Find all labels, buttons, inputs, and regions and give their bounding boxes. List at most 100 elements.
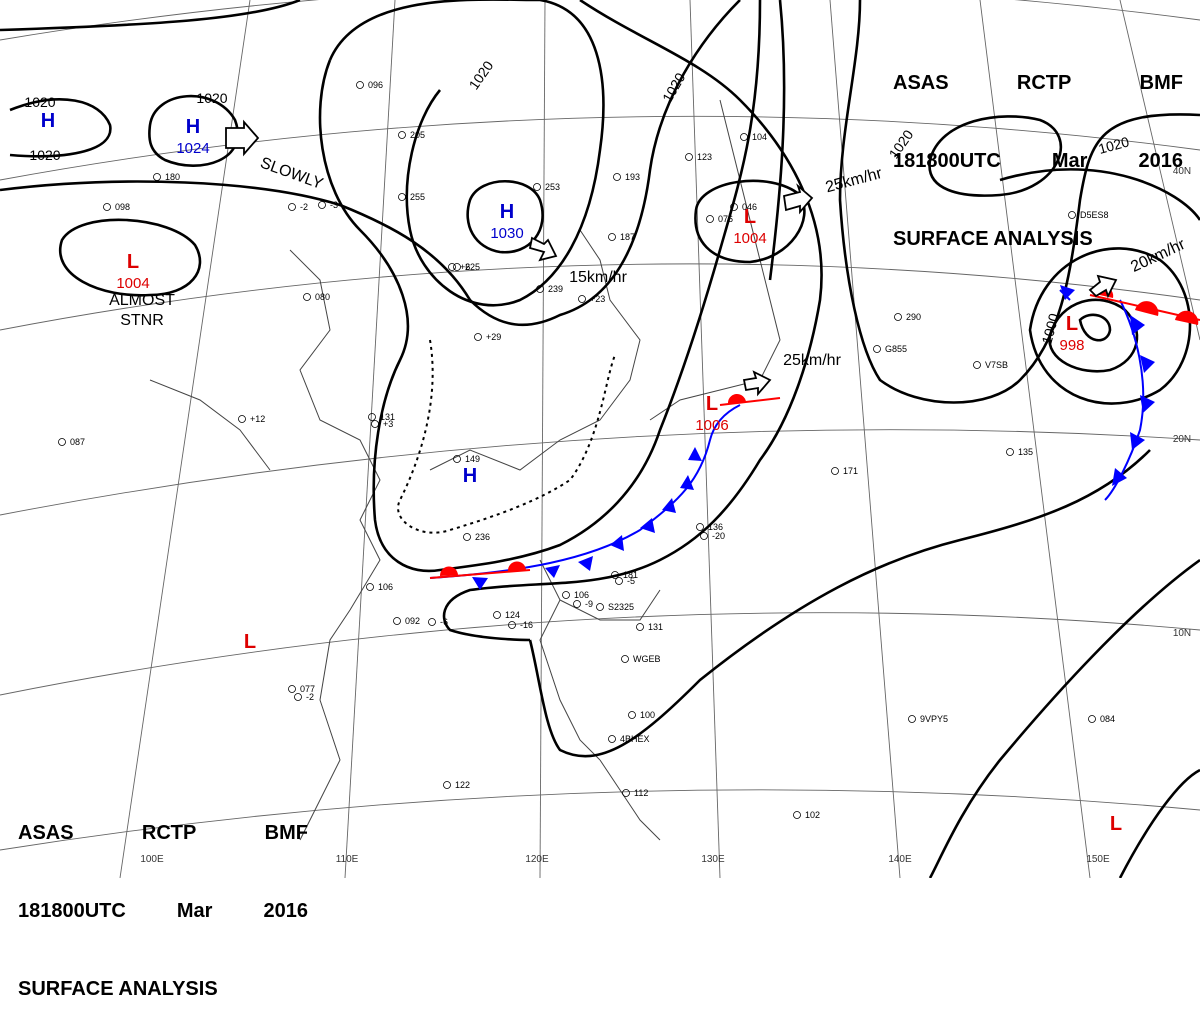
station-circle-icon: [740, 133, 748, 141]
station-value: 181: [623, 570, 638, 580]
header-bottom-left: ASAS RCTP BMF 181800UTC Mar 2016 SURFACE…: [18, 768, 308, 1028]
longitude-label: 100E: [140, 854, 164, 865]
station-value: 077: [300, 684, 315, 694]
station-circle-icon: [1088, 715, 1096, 723]
station-circle-icon: [613, 173, 621, 181]
station-value: 098: [115, 202, 130, 212]
station-value: -9: [585, 599, 593, 609]
station-value: 131: [648, 622, 663, 632]
motion-label: STNR: [120, 312, 164, 329]
station-value: 255: [410, 192, 425, 202]
station-circle-icon: [873, 345, 881, 353]
isobar-label: 1020: [29, 147, 60, 163]
station-circle-icon: [508, 621, 516, 629]
footer-row1-b: RCTP: [141, 822, 197, 844]
station-circle-icon: [153, 173, 161, 181]
station-circle-icon: [611, 571, 619, 579]
station-value: 149: [465, 454, 480, 464]
warm-front: [429, 286, 1200, 579]
station-value: -20: [712, 531, 725, 541]
station-circle-icon: [973, 361, 981, 369]
isobar-label: 1020: [1097, 133, 1131, 157]
station-value: 135: [1018, 447, 1033, 457]
station-circle-icon: [533, 183, 541, 191]
pressure-center-h-icon: H: [186, 116, 200, 138]
pressure-center-value: 1006: [695, 417, 728, 434]
station-circle-icon: [294, 693, 302, 701]
isobars: [0, 0, 1200, 878]
pressure-center-value: 1004: [116, 275, 149, 292]
station-value: +29: [486, 332, 501, 342]
station-circle-icon: [288, 203, 296, 211]
station-circle-icon: [1068, 211, 1076, 219]
latitude-label: 40N: [1173, 166, 1191, 177]
station-circle-icon: [894, 313, 902, 321]
station-value: 100: [640, 710, 655, 720]
station-value: -2: [306, 692, 314, 702]
station-value: 225: [465, 262, 480, 272]
grid-labels: 100E 110E 120E 130E 140E 150E 20N 10N 40N: [140, 166, 1191, 865]
footer-row1-c: BMF: [264, 822, 308, 844]
footer-row2-b: Mar: [176, 900, 213, 922]
station-value: 096: [368, 80, 383, 90]
station-circle-icon: [908, 715, 916, 723]
longitude-label: 130E: [701, 854, 725, 865]
cold-front: [429, 285, 1155, 590]
station-circle-icon: [493, 611, 501, 619]
station-value: -2: [300, 202, 308, 212]
station-value: G855: [885, 344, 907, 354]
header-row3: SURFACE ANALYSIS: [893, 228, 1093, 250]
station-circle-icon: [371, 420, 379, 428]
station-value: 076: [718, 214, 733, 224]
footer-row1: ASAS RCTP BMF: [18, 820, 308, 846]
pressure-center-l-icon: L: [744, 206, 756, 228]
station-value: S2325: [608, 602, 634, 612]
station-value: 205: [410, 130, 425, 140]
header-row2: 181800UTC Mar 2016: [893, 148, 1183, 174]
station-circle-icon: [793, 811, 801, 819]
isobar-label: 1000: [1038, 311, 1062, 345]
station-value: 187: [620, 232, 635, 242]
station-circle-icon: [58, 438, 66, 446]
station-value: 106: [378, 582, 393, 592]
station-circle-icon: [366, 583, 374, 591]
station-circle-icon: [398, 131, 406, 139]
station-circle-icon: [700, 532, 708, 540]
station-circle-icon: [831, 467, 839, 475]
header-row2-c: 2016: [1138, 150, 1183, 172]
station-value: +3: [383, 419, 393, 429]
station-value: D5ES8: [1080, 210, 1109, 220]
footer-row3: SURFACE ANALYSIS: [18, 978, 218, 1000]
header-row1-a: ASAS: [893, 72, 949, 94]
station-circle-icon: [685, 153, 693, 161]
station-value: 9VPY5: [920, 714, 948, 724]
station-circle-icon: [628, 711, 636, 719]
pressure-centers: H 1024 H 1030 H H L 1004 L 1004 L 1006 L 998 L L: [41, 110, 1122, 835]
station-value: 102: [805, 810, 820, 820]
pressure-center-h-icon: H: [41, 110, 55, 132]
station-value: 136: [708, 522, 723, 532]
latitude-label: 10N: [1173, 628, 1191, 639]
longitude-label: 110E: [336, 854, 359, 865]
motion-label: 25km/hr: [783, 352, 841, 369]
station-value: 236: [475, 532, 490, 542]
header-row2-b: Mar: [1051, 150, 1088, 172]
station-circle-icon: [596, 603, 604, 611]
station-circle-icon: [562, 591, 570, 599]
station-circle-icon: [536, 285, 544, 293]
station-circle-icon: [615, 577, 623, 585]
station-value: -16: [520, 620, 533, 630]
pressure-center-value: 1024: [176, 140, 209, 157]
header-row1: ASAS RCTP BMF: [893, 70, 1183, 96]
station-value: 124: [505, 610, 520, 620]
station-circle-icon: [288, 685, 296, 693]
station-circle-icon: [1006, 448, 1014, 456]
station-value: V7SB: [985, 360, 1008, 370]
station-value: 123: [697, 152, 712, 162]
station-circle-icon: [608, 233, 616, 241]
station-value: 131: [380, 412, 395, 422]
pressure-center-l-icon: L: [1110, 813, 1122, 835]
station-value: 4BHEX: [620, 734, 650, 744]
station-circle-icon: [573, 600, 581, 608]
station-value: -3: [330, 200, 338, 210]
